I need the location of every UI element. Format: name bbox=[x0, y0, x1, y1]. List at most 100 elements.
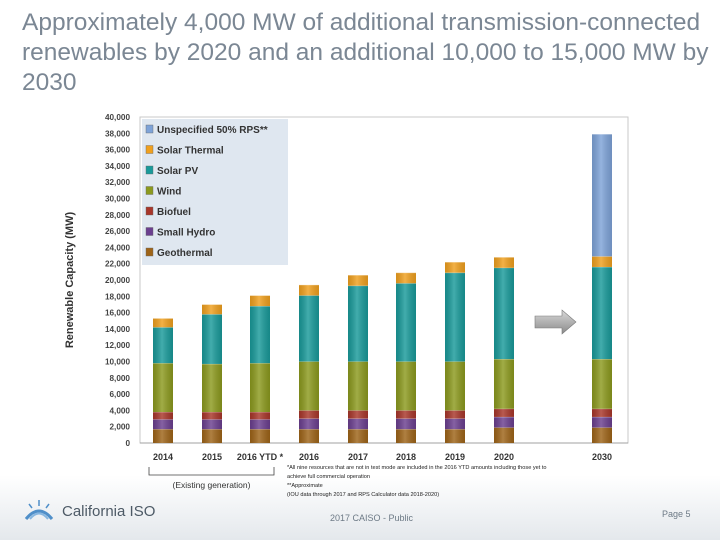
bar-stack: Geothermal 2014Small Hydro 2014Biofuel 2… bbox=[153, 317, 173, 443]
footnote-line: **Approximate bbox=[287, 483, 323, 489]
bar-stack: Geothermal 2020Small Hydro 2020Biofuel 2… bbox=[494, 256, 514, 443]
bar-shading bbox=[445, 429, 465, 443]
bar-shading bbox=[250, 412, 270, 420]
legend-swatch bbox=[145, 165, 154, 175]
chart-footnotes: *All nine resources that are not in test… bbox=[287, 464, 627, 500]
bar-shading bbox=[299, 295, 319, 362]
bar-shading bbox=[250, 295, 270, 307]
y-tick-label: 34,000 bbox=[105, 162, 130, 171]
y-tick-label: 20,000 bbox=[105, 276, 130, 285]
sun-logo-icon bbox=[24, 500, 54, 520]
y-tick-label: 2,000 bbox=[110, 423, 131, 432]
bar-shading bbox=[202, 419, 222, 430]
y-tick-label: 4,000 bbox=[110, 406, 131, 415]
legend-label: Small Hydro bbox=[157, 228, 215, 239]
x-tick-label: 2016 YTD * bbox=[237, 452, 284, 462]
bar-shading bbox=[592, 266, 612, 360]
x-tick-label: 2019 bbox=[445, 452, 465, 462]
bar-shading bbox=[494, 427, 514, 443]
footnote-line: (IOU data through 2017 and RPS Calculato… bbox=[287, 492, 440, 498]
bar-shading bbox=[348, 275, 368, 286]
bar-stack: Geothermal 2030Small Hydro 2030Biofuel 2… bbox=[592, 133, 612, 443]
x-tick-label: 2015 bbox=[202, 452, 222, 462]
bar-shading bbox=[592, 427, 612, 443]
bar-shading bbox=[592, 416, 612, 428]
legend-label: Wind bbox=[157, 187, 181, 198]
bar-stack: Geothermal 2018Small Hydro 2018Biofuel 2… bbox=[396, 272, 416, 443]
legend-label: Biofuel bbox=[157, 207, 191, 218]
y-tick-label: 26,000 bbox=[105, 227, 130, 236]
bar-shading bbox=[153, 363, 173, 413]
bar-shading bbox=[396, 283, 416, 362]
legend-swatch bbox=[145, 145, 154, 154]
y-tick-label: 18,000 bbox=[105, 292, 130, 301]
bar-shading bbox=[592, 408, 612, 417]
bar-shading bbox=[250, 419, 270, 430]
x-tick-label: 2016 bbox=[299, 452, 319, 462]
bar-shading bbox=[299, 429, 319, 443]
bar-shading bbox=[299, 361, 319, 411]
bar-shading bbox=[494, 408, 514, 417]
bar-shading bbox=[153, 429, 173, 443]
bar-shading bbox=[348, 410, 368, 419]
footnote-line: *All nine resources that are not in test… bbox=[287, 465, 547, 471]
y-axis-label: Renewable Capacity (MW) bbox=[64, 212, 76, 349]
y-tick-label: 32,000 bbox=[105, 178, 130, 187]
bar-shading bbox=[348, 285, 368, 362]
legend-swatch bbox=[145, 124, 154, 134]
bar-shading bbox=[592, 256, 612, 267]
y-tick-label: 8,000 bbox=[110, 374, 131, 383]
bar-shading bbox=[494, 359, 514, 409]
x-tick-label: 2014 bbox=[153, 452, 173, 462]
logo-text: California ISO bbox=[62, 502, 156, 520]
bar-shading bbox=[202, 363, 222, 413]
bar-shading bbox=[396, 272, 416, 284]
y-tick-label: 6,000 bbox=[110, 390, 131, 399]
y-tick-label: 22,000 bbox=[105, 260, 130, 269]
x-tick-label: 2030 bbox=[592, 452, 612, 462]
bar-shading bbox=[153, 327, 173, 364]
bar-stack: Geothermal 2015Small Hydro 2015Biofuel 2… bbox=[202, 304, 222, 443]
bar-shading bbox=[202, 429, 222, 443]
bar-shading bbox=[445, 272, 465, 362]
bar-shading bbox=[250, 306, 270, 364]
y-tick-label: 24,000 bbox=[105, 243, 130, 252]
bar-stack: Geothermal 2019Small Hydro 2019Biofuel 2… bbox=[445, 261, 465, 443]
y-tick-label: 14,000 bbox=[105, 325, 130, 334]
y-tick-label: 0 bbox=[125, 439, 130, 448]
y-tick-label: 30,000 bbox=[105, 195, 130, 204]
bar-stack: Geothermal 2016 YTD *Small Hydro 2016 YT… bbox=[250, 295, 270, 443]
y-tick-label: 40,000 bbox=[105, 113, 130, 122]
bar-shading bbox=[445, 361, 465, 411]
bar-shading bbox=[494, 257, 514, 268]
legend-swatch bbox=[145, 247, 154, 257]
bar-shading bbox=[396, 429, 416, 443]
bar-shading bbox=[445, 418, 465, 430]
bar-shading bbox=[250, 363, 270, 413]
bar-shading bbox=[396, 418, 416, 430]
bar-shading bbox=[202, 314, 222, 364]
y-tick-label: 28,000 bbox=[105, 211, 130, 220]
bar-shading bbox=[592, 359, 612, 409]
x-tick-label: 2018 bbox=[396, 452, 416, 462]
y-tick-label: 36,000 bbox=[105, 146, 130, 155]
existing-generation-bracket bbox=[148, 467, 275, 476]
bar-shading bbox=[202, 304, 222, 315]
bar-shading bbox=[348, 418, 368, 430]
bar-shading bbox=[299, 284, 319, 296]
bar-shading bbox=[396, 410, 416, 419]
legend-label: Solar PV bbox=[157, 166, 198, 177]
bar-shading bbox=[445, 262, 465, 273]
bar-shading bbox=[250, 429, 270, 443]
legend-swatch bbox=[145, 206, 154, 216]
right-arrow-icon bbox=[534, 309, 577, 335]
caiso-logo: California ISO bbox=[22, 497, 155, 525]
y-tick-label: 10,000 bbox=[105, 358, 130, 367]
slide-title: Approximately 4,000 MW of additional tra… bbox=[22, 9, 709, 96]
legend-swatch bbox=[145, 227, 154, 236]
legend-label: Unspecified 50% RPS** bbox=[157, 125, 268, 136]
bar-shading bbox=[445, 410, 465, 419]
bracket-label: (Existing generation) bbox=[173, 480, 251, 490]
bar-shading bbox=[494, 416, 514, 428]
